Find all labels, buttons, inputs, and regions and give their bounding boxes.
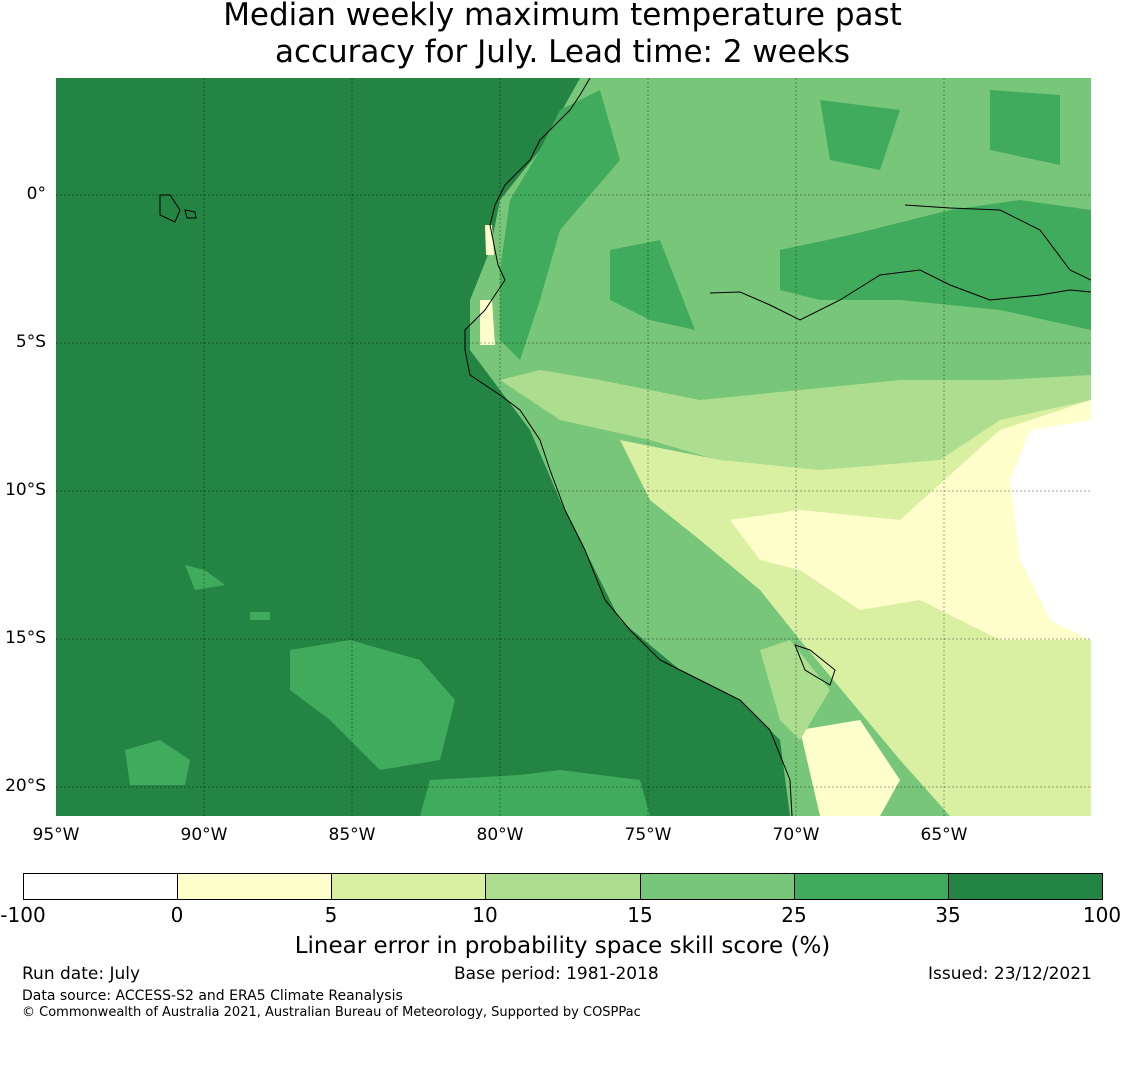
lon-label: 85°W <box>328 825 376 845</box>
base-period: Base period: 1981-2018 <box>454 964 659 984</box>
ocean-patch <box>420 770 650 816</box>
lat-label: 15°S <box>5 628 46 648</box>
copyright: © Commonwealth of Australia 2021, Austra… <box>22 1005 641 1020</box>
lat-label: 0° <box>26 184 46 204</box>
colorbar-segment-0 <box>24 874 179 899</box>
lon-label: 90°W <box>180 825 228 845</box>
colorbar-tick: 5 <box>324 903 338 927</box>
gridlines <box>56 78 1091 816</box>
island <box>159 194 181 223</box>
land-region-yellow-south <box>800 720 900 816</box>
ocean-patch <box>185 565 225 590</box>
issued-date: Issued: 23/12/2021 <box>928 964 1092 984</box>
colorbar-segment-3 <box>486 874 641 899</box>
lake <box>794 644 836 686</box>
land-region-white <box>1010 420 1091 640</box>
land-region-medium <box>820 100 900 170</box>
colorbar-tick: -100 <box>0 903 46 927</box>
run-date: Run date: July <box>22 964 141 984</box>
island <box>184 209 197 219</box>
colorbar-segment-5 <box>794 874 949 899</box>
lat-label: 10°S <box>5 480 46 500</box>
colorbar-tick: 100 <box>1082 903 1122 927</box>
colorbar-segment-1 <box>178 874 333 899</box>
colorbar-segment-2 <box>332 874 487 899</box>
land-region-medium <box>990 90 1060 165</box>
map-title-line2: accuracy for July. Lead time: 2 weeks <box>274 34 851 70</box>
colorbar-tick: 10 <box>472 903 498 927</box>
colorbar-tick: 35 <box>935 903 961 927</box>
land-coastal-strip <box>500 90 620 360</box>
colorbar-tick: 15 <box>627 903 653 927</box>
colorbar-tick: 25 <box>781 903 807 927</box>
colorbar-segment-4 <box>640 874 795 899</box>
data-source: Data source: ACCESS-S2 and ERA5 Climate … <box>22 988 403 1004</box>
lon-label: 80°W <box>476 825 524 845</box>
lat-label: 20°S <box>5 776 46 796</box>
land-region-pale-south <box>760 640 830 740</box>
lon-label: 95°W <box>32 825 80 845</box>
river <box>904 204 1091 281</box>
colorbar-label: Linear error in probability space skill … <box>294 933 831 959</box>
land-region-yellow <box>730 400 1091 640</box>
coastline <box>464 78 793 816</box>
colorbar-segment-6 <box>948 874 1102 899</box>
ocean-patch <box>290 640 455 770</box>
lon-label: 65°W <box>920 825 968 845</box>
ocean-patch <box>250 612 270 620</box>
colorbar-tick: 0 <box>170 903 184 927</box>
lon-label: 70°W <box>772 825 820 845</box>
lat-label: 5°S <box>15 332 46 352</box>
lon-label: 75°W <box>624 825 672 845</box>
colorbar <box>23 873 1103 900</box>
map-title-line1: Median weekly maximum temperature past <box>223 0 902 33</box>
river <box>709 269 1091 321</box>
ocean-patch <box>125 740 190 785</box>
land-region-medium <box>610 240 695 330</box>
